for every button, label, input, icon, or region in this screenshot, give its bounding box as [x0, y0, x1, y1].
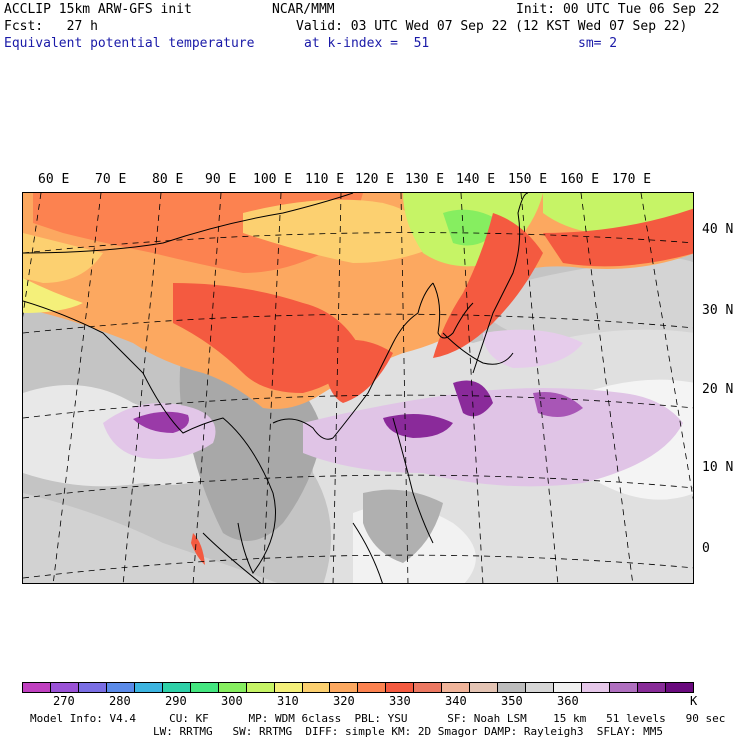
forecast-hour: Fcst: 27 h	[4, 19, 98, 34]
color-swatch	[582, 683, 611, 692]
color-tick-label: 280	[109, 694, 131, 708]
model-info: Model Info: V4.4 CU: KF MP: WDM 6class P…	[30, 712, 726, 725]
color-tick-label: 340	[445, 694, 467, 708]
level-label: at k-index = 51	[304, 36, 430, 51]
color-swatch	[610, 683, 638, 692]
color-swatch	[358, 683, 387, 692]
color-swatch	[414, 683, 443, 692]
color-tick-label: 350	[501, 694, 523, 708]
smoothing-label: sm= 2	[578, 36, 618, 51]
color-tick-label: 310	[277, 694, 299, 708]
color-tick-label: 290	[165, 694, 187, 708]
color-swatch	[274, 683, 303, 692]
color-swatch	[665, 683, 693, 692]
color-swatch	[162, 683, 191, 692]
color-swatch	[50, 683, 79, 692]
lat-label: 10 N	[702, 460, 734, 475]
physics-info: LW: RRTMG SW: RRTMG DIFF: simple KM: 2D …	[153, 725, 663, 738]
coastlines	[23, 193, 529, 583]
model-title: ACCLIP 15km ARW-GFS init	[4, 2, 192, 17]
color-bar	[22, 682, 694, 693]
valid-time: Valid: 03 UTC Wed 07 Sep 22 (12 KST Wed …	[296, 19, 688, 34]
color-swatch	[106, 683, 135, 692]
color-tick-label: 330	[389, 694, 411, 708]
lon-label: 150 E	[508, 172, 548, 187]
color-swatch	[190, 683, 219, 692]
continental-thetae	[23, 193, 693, 565]
color-swatch	[554, 683, 583, 692]
lon-label: 130 E	[405, 172, 445, 187]
lon-label: 100 E	[253, 172, 293, 187]
lat-label: 20 N	[702, 382, 734, 397]
lon-label: 80 E	[152, 172, 184, 187]
lon-label: 140 E	[456, 172, 496, 187]
moist-high-thetae-zones	[103, 329, 683, 487]
lon-label: 170 E	[612, 172, 652, 187]
lat-label: 0	[702, 541, 710, 556]
color-swatch	[23, 683, 51, 692]
color-swatch	[386, 683, 415, 692]
color-tick-label: 320	[333, 694, 355, 708]
field-name: Equivalent potential temperature	[4, 36, 255, 51]
color-swatch	[526, 683, 555, 692]
color-swatch	[134, 683, 163, 692]
color-swatch	[498, 683, 527, 692]
theta-e-map	[22, 192, 694, 584]
lon-label: 70 E	[95, 172, 127, 187]
color-swatch	[442, 683, 471, 692]
lon-label: 160 E	[560, 172, 600, 187]
lon-label: 110 E	[305, 172, 345, 187]
lat-label: 40 N	[702, 222, 734, 237]
color-swatch	[246, 683, 275, 692]
color-swatch	[302, 683, 331, 692]
color-swatch	[470, 683, 499, 692]
color-swatch	[330, 683, 359, 692]
lon-label: 90 E	[205, 172, 237, 187]
color-swatch	[637, 683, 666, 692]
lon-label: 120 E	[355, 172, 395, 187]
init-time: Init: 00 UTC Tue 06 Sep 22	[516, 2, 720, 17]
color-swatch	[218, 683, 247, 692]
institution-label: NCAR/MMM	[272, 2, 335, 17]
unit-label: K	[690, 694, 698, 708]
lon-label: 60 E	[38, 172, 70, 187]
color-tick-label: 360	[557, 694, 579, 708]
color-tick-label: 300	[221, 694, 243, 708]
color-tick-label: 270	[53, 694, 75, 708]
graticule	[23, 193, 693, 583]
color-swatch	[78, 683, 107, 692]
lat-label: 30 N	[702, 303, 734, 318]
